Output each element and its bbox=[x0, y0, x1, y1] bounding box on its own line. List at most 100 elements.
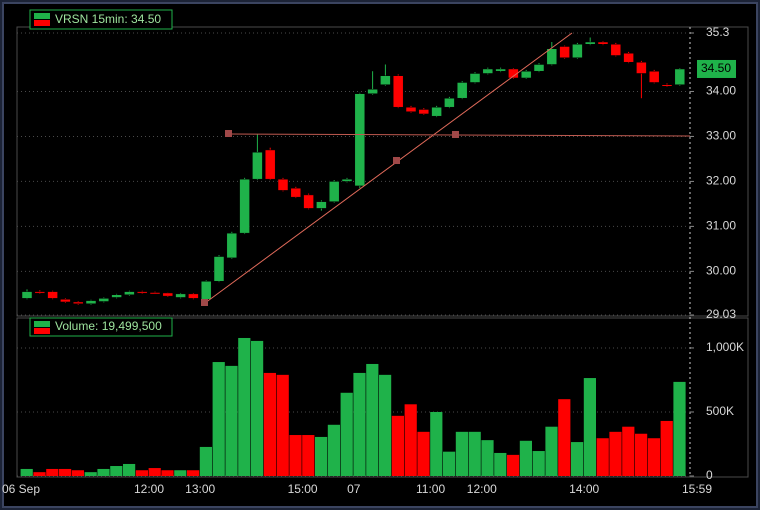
last-price-box bbox=[697, 59, 736, 78]
legend-swatch bbox=[34, 328, 50, 334]
volume-bar bbox=[33, 472, 46, 476]
volume-bar bbox=[481, 440, 494, 476]
volume-bar bbox=[135, 470, 148, 476]
volume-bar bbox=[340, 392, 353, 476]
candle-body bbox=[277, 178, 289, 191]
candle-body bbox=[85, 300, 97, 305]
volume-bar bbox=[673, 381, 686, 476]
candle-body bbox=[392, 75, 404, 108]
legend-label: VRSN 15min: 34.50 bbox=[55, 12, 161, 26]
candle-body bbox=[444, 97, 455, 108]
anchor bbox=[201, 299, 208, 306]
candle-body bbox=[431, 106, 442, 117]
volume-bar bbox=[545, 426, 558, 476]
volume-bar bbox=[507, 454, 520, 476]
candle-body bbox=[21, 291, 33, 299]
volume-bar bbox=[20, 468, 33, 476]
y-tick-label: 32.00 bbox=[706, 174, 736, 188]
candle-body bbox=[303, 194, 314, 209]
volume-bar bbox=[455, 431, 468, 476]
x-tick-label: 13:00 bbox=[185, 482, 215, 496]
x-tick-label: 11:00 bbox=[416, 482, 445, 496]
trend-line bbox=[204, 32, 573, 304]
volume-bar bbox=[174, 470, 187, 476]
candle-body bbox=[482, 68, 494, 74]
volume-bar bbox=[212, 362, 225, 476]
candle-body bbox=[623, 52, 634, 63]
volume-bar bbox=[59, 468, 72, 476]
volume-bar bbox=[596, 438, 609, 476]
volume-bar bbox=[532, 451, 545, 476]
volume-bar bbox=[123, 463, 136, 476]
volume-bar bbox=[391, 415, 404, 476]
y-tick-label: 31.00 bbox=[706, 219, 736, 233]
candle-body bbox=[226, 232, 238, 259]
volume-bar bbox=[110, 466, 123, 476]
candle-body bbox=[520, 70, 532, 79]
candle-body bbox=[72, 301, 84, 305]
candle-body bbox=[380, 75, 391, 85]
candle-body bbox=[162, 292, 174, 297]
volume-bar bbox=[430, 411, 443, 476]
volume-bar bbox=[302, 435, 315, 476]
candle-body bbox=[456, 82, 468, 99]
candle-body bbox=[367, 88, 378, 94]
candle-body bbox=[661, 84, 673, 87]
candle-body bbox=[546, 48, 558, 65]
y-tick-label: 500K bbox=[706, 404, 734, 418]
candle-body bbox=[610, 43, 622, 56]
price-panel bbox=[16, 26, 749, 317]
volume-bar bbox=[417, 431, 430, 476]
x-tick-label: 14:00 bbox=[569, 482, 599, 496]
candle-body bbox=[98, 298, 110, 302]
candle-body bbox=[200, 281, 212, 300]
candle-body bbox=[508, 68, 519, 79]
x-tick-label: 15:59 bbox=[682, 482, 712, 496]
volume-bar bbox=[353, 372, 366, 476]
volume-bar bbox=[609, 431, 622, 476]
volume-bar bbox=[238, 337, 251, 476]
candle-body bbox=[572, 43, 583, 58]
candle-body bbox=[175, 293, 186, 298]
volume-legend: Volume: 19,499,500 bbox=[29, 317, 173, 337]
candle-body bbox=[418, 109, 430, 115]
candle-body bbox=[328, 181, 340, 202]
anchor bbox=[225, 130, 232, 137]
volume-bar bbox=[276, 374, 289, 476]
volume-bar bbox=[647, 438, 660, 476]
volume-bar bbox=[583, 378, 596, 476]
volume-bar bbox=[199, 446, 212, 476]
legend-swatch bbox=[34, 321, 50, 327]
legend-swatch bbox=[34, 13, 50, 19]
legend-label: Volume: 19,499,500 bbox=[55, 319, 162, 333]
volume-bar bbox=[315, 436, 328, 476]
volume-bar bbox=[635, 433, 648, 476]
candle-body bbox=[136, 291, 148, 294]
volume-bar bbox=[263, 372, 276, 476]
y-tick-label: 1,000K bbox=[706, 340, 744, 354]
volume-bar bbox=[46, 468, 59, 476]
volume-bar bbox=[187, 470, 200, 476]
candle-body bbox=[341, 178, 353, 182]
price-legend: VRSN 15min: 34.50 bbox=[29, 9, 173, 30]
candle-body bbox=[213, 256, 225, 282]
candle-body bbox=[316, 201, 327, 209]
y-tick-label: 34.00 bbox=[706, 84, 736, 98]
y-tick-label: 35.3 bbox=[706, 25, 730, 39]
y-tick-label: 0 bbox=[706, 468, 713, 482]
candle-body bbox=[239, 178, 250, 234]
candle-body bbox=[290, 187, 302, 198]
volume-bar bbox=[660, 420, 673, 476]
candle-body bbox=[149, 292, 161, 295]
candle-body bbox=[60, 299, 71, 303]
volume-bar bbox=[327, 424, 340, 476]
volume-panel bbox=[16, 317, 749, 478]
candle-body bbox=[405, 106, 417, 112]
volume-bar bbox=[404, 404, 417, 476]
volume-bar bbox=[468, 431, 481, 476]
volume-bar bbox=[571, 442, 584, 476]
volume-bar bbox=[622, 426, 635, 476]
candle-body bbox=[648, 70, 660, 83]
legend-swatch bbox=[34, 20, 50, 26]
